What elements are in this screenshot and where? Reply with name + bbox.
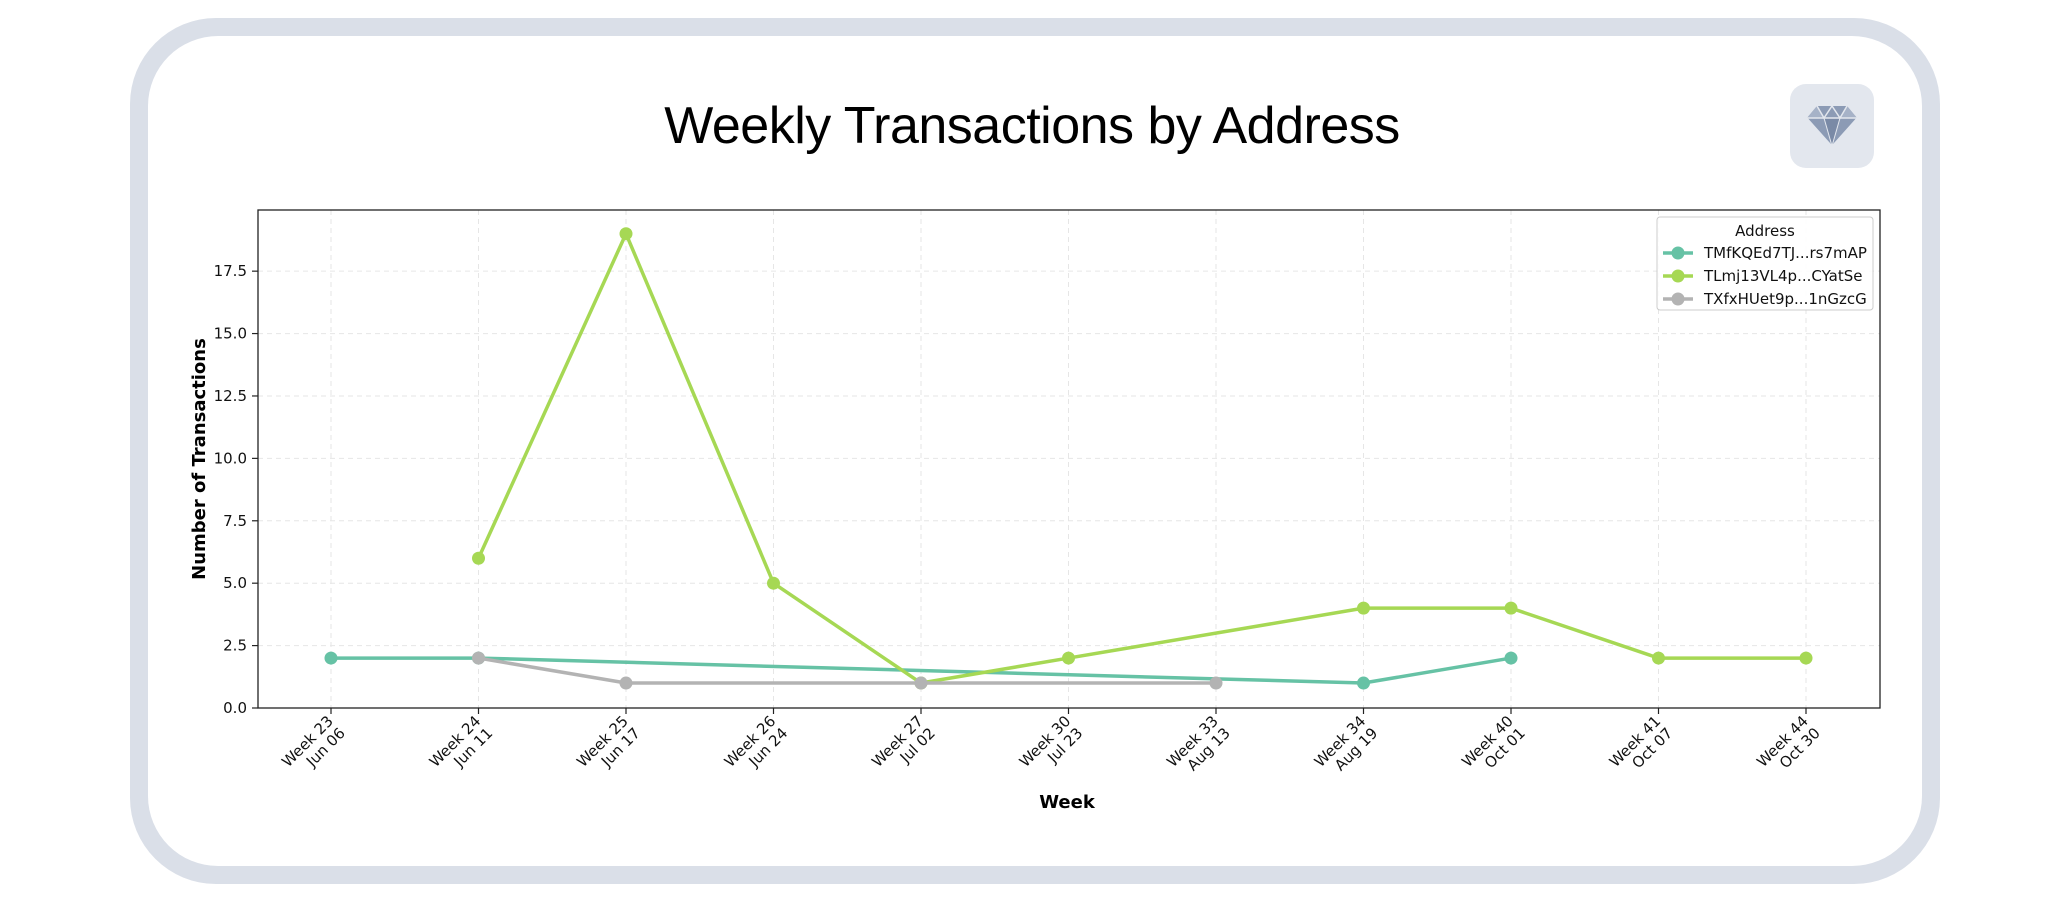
legend-swatch-marker bbox=[1671, 292, 1685, 306]
legend-box bbox=[1656, 216, 1874, 311]
y-tick-label: 0.0 bbox=[223, 699, 247, 717]
data-point bbox=[1357, 676, 1370, 690]
series-line bbox=[478, 656, 1216, 685]
y-tick-label: 10.0 bbox=[214, 449, 247, 467]
legend-label: TXfxHUet9p...1nGzcG bbox=[1703, 290, 1867, 308]
x-tick-label: Week 33Aug 13 bbox=[1163, 712, 1234, 783]
data-point bbox=[324, 651, 338, 665]
legend-label: TMfKQEd7TJ...rs7mAP bbox=[1703, 244, 1867, 262]
x-tick-label: Week 24Jun 11 bbox=[426, 712, 497, 783]
x-tick-label: Week 41Oct 07 bbox=[1606, 712, 1677, 783]
data-point bbox=[619, 676, 633, 690]
data-point bbox=[472, 651, 485, 665]
y-tick-label: 15.0 bbox=[214, 325, 247, 343]
x-tick-label: Week 40Oct 01 bbox=[1458, 712, 1529, 783]
data-point bbox=[619, 227, 633, 241]
data-point bbox=[1799, 651, 1813, 665]
y-tick-label: 2.5 bbox=[223, 637, 247, 655]
x-tick-label: Week 27Jul 02 bbox=[868, 712, 939, 783]
data-point bbox=[1062, 651, 1075, 665]
y-tick-label: 5.0 bbox=[223, 574, 247, 592]
page-title: Weekly Transactions by Address bbox=[664, 97, 1400, 155]
x-tick-label: Week 26Jun 24 bbox=[721, 712, 792, 783]
y-tick-label: 12.5 bbox=[214, 387, 247, 405]
data-point bbox=[472, 551, 485, 565]
x-axis-label: Week bbox=[1039, 792, 1096, 813]
data-point bbox=[767, 576, 780, 590]
x-tick-label: Week 23Jun 06 bbox=[278, 712, 349, 783]
data-point bbox=[1652, 651, 1665, 665]
x-tick-label: Week 44Oct 30 bbox=[1753, 712, 1824, 783]
legend-title: Address bbox=[1735, 222, 1795, 240]
legend-swatch-marker bbox=[1671, 269, 1685, 283]
legend-label: TLmj13VL4p...CYatSe bbox=[1703, 267, 1863, 285]
y-axis-label: Number of Transactions bbox=[189, 338, 210, 580]
diamond-badge bbox=[1790, 84, 1874, 168]
data-point bbox=[1209, 676, 1223, 690]
x-tick-label: Week 34Aug 19 bbox=[1311, 712, 1382, 783]
data-point bbox=[1504, 651, 1518, 665]
series-line bbox=[331, 656, 1512, 685]
data-point bbox=[1504, 601, 1518, 615]
y-tick-label: 7.5 bbox=[223, 512, 247, 530]
legend-swatch-marker bbox=[1671, 246, 1685, 260]
chart-card bbox=[148, 36, 1922, 866]
diamond-icon bbox=[1807, 106, 1857, 146]
data-point bbox=[914, 676, 928, 690]
data-point bbox=[1357, 601, 1370, 615]
x-tick-label: Week 25Jun 17 bbox=[573, 712, 644, 783]
x-tick-label: Week 30Jul 23 bbox=[1016, 712, 1087, 783]
y-tick-label: 17.5 bbox=[214, 262, 247, 280]
